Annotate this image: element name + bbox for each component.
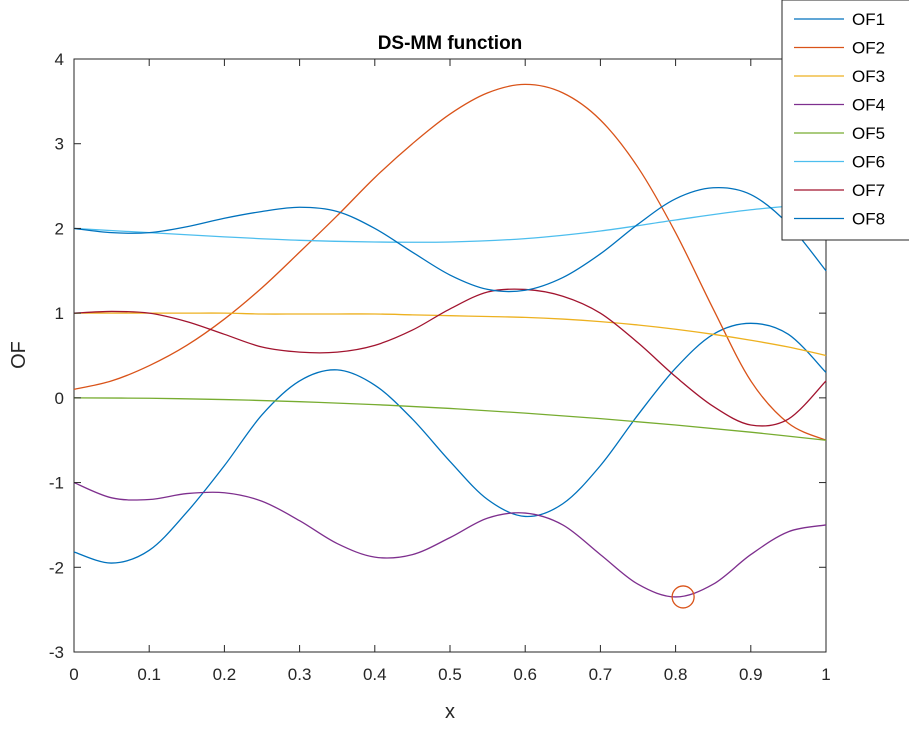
plot-area [73, 58, 827, 653]
x-axis-label: x [445, 701, 455, 723]
x-tick-label: 0.3 [288, 665, 312, 684]
legend-label: OF4 [852, 96, 885, 115]
series-line-of6 [73, 202, 827, 243]
legend-label: OF8 [852, 210, 885, 229]
legend-box [781, 0, 909, 241]
legend-label: OF3 [852, 67, 885, 86]
optimum-marker [671, 585, 695, 609]
legend: OF1 OF2 OF3 OF4 OF5 OF6 OF7 OF8 [781, 0, 909, 241]
legend-label: OF2 [852, 39, 885, 58]
series-line-of3 [73, 312, 827, 357]
x-tick-label: 0.6 [513, 665, 537, 684]
series-line-of4 [73, 481, 827, 598]
legend-label: OF6 [852, 153, 885, 172]
y-tick-label: -2 [49, 558, 64, 577]
y-tick-label: 4 [55, 50, 64, 69]
legend-label: OF1 [852, 10, 885, 29]
series-line-of5 [73, 397, 827, 441]
series-line-of8 [73, 186, 827, 293]
y-tick-label: -3 [49, 643, 64, 662]
y-tick-label: 2 [55, 219, 64, 238]
x-tick-label: 0.2 [213, 665, 237, 684]
tick-layer: 0 0.1 0.2 0.3 0.4 0.5 0.6 0.7 0.8 0.9 1 -3 -2 -1 0 1 2 3 4 [49, 50, 831, 684]
series-layer [73, 83, 827, 598]
series-line-of7 [73, 288, 827, 427]
x-tick-label: 0.1 [137, 665, 161, 684]
y-tick-label: 1 [55, 304, 64, 323]
x-tick-label: 0.9 [739, 665, 763, 684]
annotation-layer [671, 585, 695, 609]
x-tick-label: 0.4 [363, 665, 387, 684]
y-tick-label: 3 [55, 135, 64, 154]
x-tick-label: 1 [821, 665, 830, 684]
y-tick-label: 0 [55, 389, 64, 408]
x-tick-label: 0.7 [589, 665, 613, 684]
x-tick-label: 0 [69, 665, 78, 684]
y-tick-label: -1 [49, 474, 64, 493]
y-axis-label: OF [8, 341, 30, 369]
series-line-of1 [73, 322, 827, 564]
series-line-of2 [73, 83, 827, 441]
x-tick-label: 0.5 [438, 665, 462, 684]
legend-label: OF5 [852, 124, 885, 143]
legend-label: OF7 [852, 181, 885, 200]
x-tick-label: 0.8 [664, 665, 688, 684]
chart-title: DS-MM function [378, 33, 523, 54]
